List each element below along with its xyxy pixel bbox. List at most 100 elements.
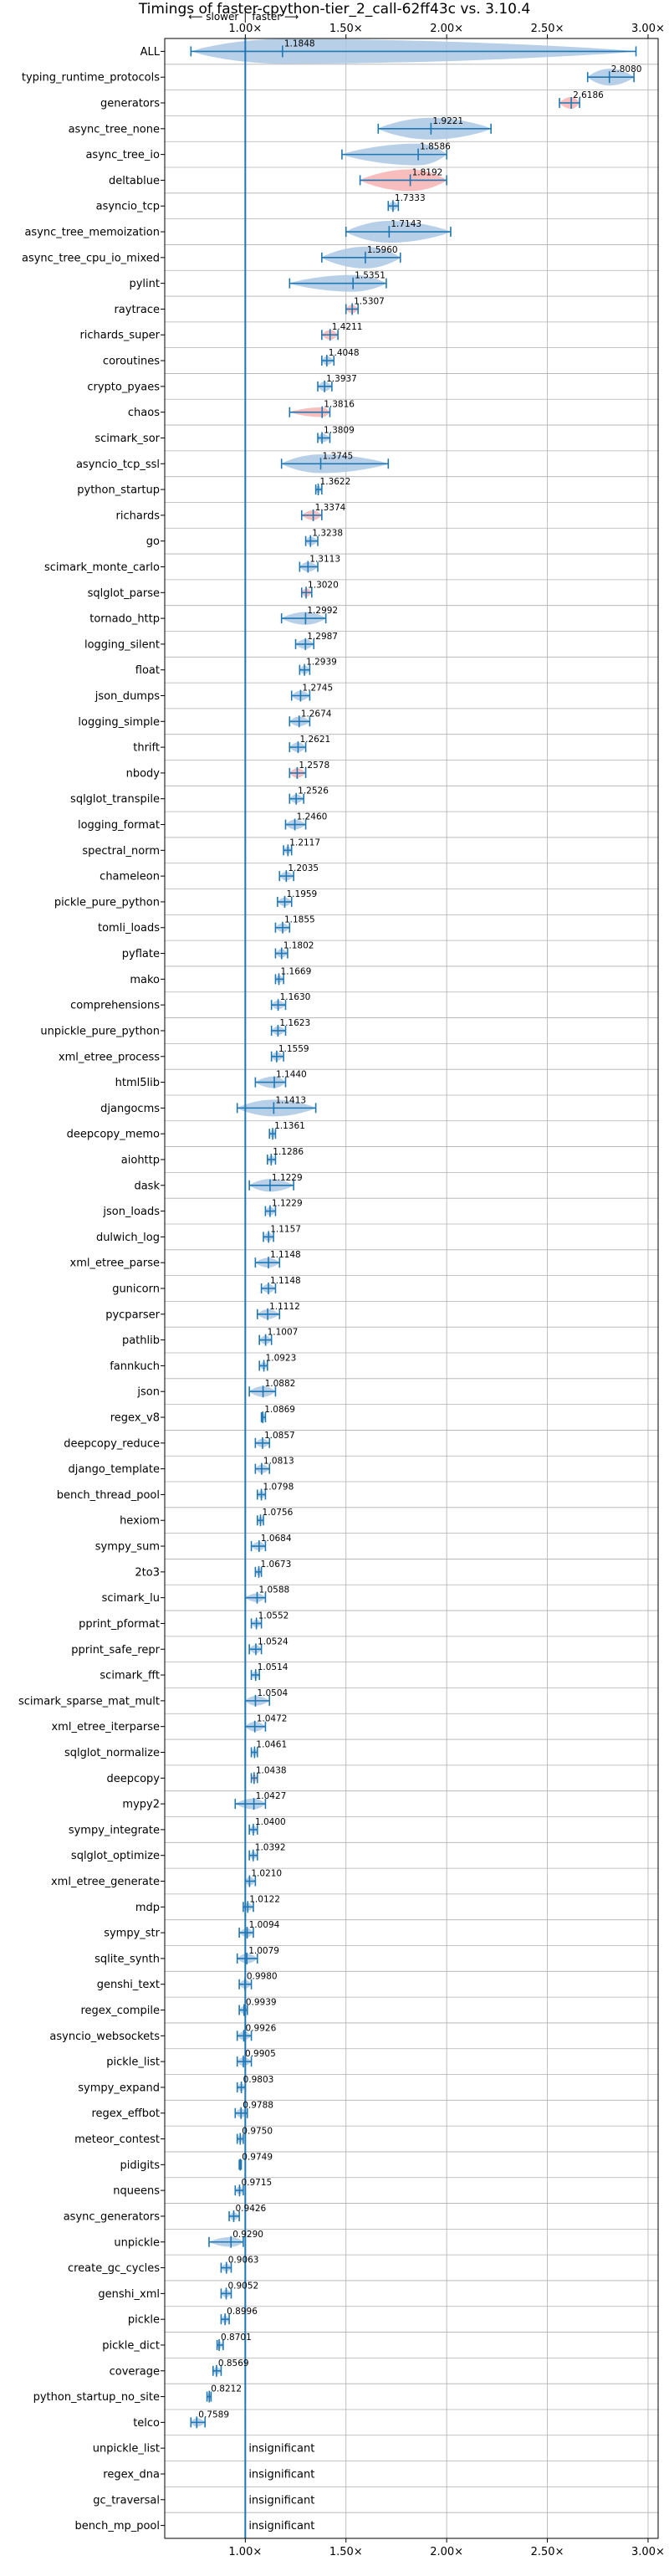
violin-layer	[191, 38, 636, 2427]
value-label: 1.0882	[265, 1379, 296, 1389]
benchmark-label: async_tree_memoization	[24, 227, 160, 239]
benchmark-label: deepcopy_memo	[67, 1129, 160, 1141]
insignificant-label: insignificant	[248, 2443, 314, 2456]
value-label: 1.0514	[258, 1662, 289, 1672]
value-label: 1.1559	[278, 1044, 309, 1054]
value-label: 1.2117	[289, 837, 320, 848]
benchmark-label: hexiom	[120, 1515, 160, 1528]
benchmark-label: unpickle	[114, 2236, 160, 2249]
value-label: 1.1229	[272, 1199, 303, 1209]
value-label: 1.1112	[269, 1302, 300, 1312]
value-label: 1.3020	[308, 580, 339, 590]
value-label: 1.1148	[270, 1250, 301, 1260]
benchmark-label: typing_runtime_protocols	[22, 72, 160, 85]
benchmark-label: scimark_sor	[94, 433, 160, 445]
benchmark-label: async_tree_cpu_io_mixed	[22, 252, 160, 264]
benchmark-label: pyflate	[122, 948, 160, 960]
value-label: 0.9749	[242, 2152, 273, 2162]
value-label: 1.0392	[255, 1843, 286, 1853]
value-label: 1.2035	[288, 863, 319, 873]
value-label: 1.1157	[270, 1224, 301, 1234]
value-label: 1.5307	[354, 296, 385, 306]
top-tick-label: 3.00×	[631, 23, 665, 35]
value-label: 1.3745	[323, 451, 354, 461]
benchmark-label: scimark_monte_carlo	[44, 561, 160, 574]
benchmark-label: xml_etree_parse	[70, 1257, 160, 1270]
benchmark-label: pickle	[128, 2314, 160, 2327]
value-label: 0.9052	[227, 2281, 258, 2291]
benchmark-label: genshi_text	[97, 1979, 160, 1991]
benchmark-label: spectral_norm	[82, 845, 160, 858]
value-label: 1.0400	[255, 1817, 286, 1827]
benchmark-label: pickle_dict	[102, 2339, 160, 2352]
value-label: 0.9980	[247, 1972, 278, 1982]
axis-layer: 1.00× 1.00× 1.50× 1.50× 2.00× 2.00× 2.50× 2.50×…	[161, 11, 665, 2558]
value-label: 1.4048	[329, 348, 360, 358]
value-label: 1.1630	[280, 992, 311, 1002]
benchmark-label: mako	[130, 974, 160, 986]
mark-layer	[190, 38, 637, 2538]
benchmark-label: xml_etree_process	[59, 1051, 160, 1063]
value-label: 1.0673	[261, 1559, 292, 1570]
benchmark-label: tomli_loads	[98, 922, 160, 935]
benchmark-label: raytrace	[114, 304, 160, 316]
chart-title: Timings of faster-cpython-tier_2_call-62…	[138, 1, 531, 18]
direction-separator: |	[243, 11, 247, 23]
benchmark-label: telco	[133, 2417, 160, 2430]
benchmark-label: pickle_list	[106, 2056, 160, 2069]
value-label: 1.1669	[281, 966, 312, 976]
benchmark-label: sqlglot_parse	[88, 587, 160, 600]
value-label: 0.8212	[211, 2384, 242, 2394]
value-label: 1.2621	[299, 735, 330, 745]
value-label: 0.8569	[218, 2358, 249, 2369]
benchmark-label: regex_dna	[103, 2468, 160, 2481]
value-label: 1.3809	[324, 425, 355, 435]
value-label: 1.1855	[284, 915, 315, 925]
benchmark-label: deltablue	[109, 175, 160, 187]
benchmark-label: coroutines	[103, 356, 160, 368]
benchmark-label: dask	[134, 1180, 160, 1192]
value-label: 2.6186	[573, 90, 604, 100]
value-label: 1.0813	[263, 1457, 294, 1467]
value-label: 1.1848	[284, 38, 315, 49]
benchmark-label: tornado_http	[89, 613, 160, 626]
benchmark-label: coverage	[110, 2365, 160, 2378]
label-layer: ALL 1.1848 typing_runtime_protocols 2.8080 g…	[18, 38, 641, 2532]
value-label: 0.8996	[227, 2307, 258, 2317]
benchmark-label: chaos	[128, 407, 160, 419]
benchmark-label: nbody	[126, 767, 161, 780]
value-label: 1.9221	[432, 116, 463, 126]
benchmark-label: go	[146, 535, 160, 548]
value-label: 1.1361	[274, 1121, 305, 1131]
benchmark-label: scimark_fft	[100, 1670, 160, 1682]
benchmark-label: djangocms	[100, 1103, 160, 1115]
benchmark-label: bench_thread_pool	[57, 1489, 160, 1502]
value-label: 1.4211	[332, 322, 363, 332]
benchmark-label: meteor_contest	[74, 2133, 160, 2146]
value-label: 1.3113	[309, 554, 340, 564]
benchmark-label: mypy2	[122, 1799, 160, 1811]
benchmark-label: sqlglot_optimize	[71, 1850, 160, 1862]
value-label: 0.9803	[243, 2075, 274, 2085]
benchmark-label: gunicorn	[112, 1283, 160, 1296]
benchmark-label: sqlglot_normalize	[64, 1747, 160, 1759]
value-label: 1.3937	[326, 374, 357, 384]
value-label: 1.0472	[257, 1714, 288, 1724]
value-label: 1.7143	[391, 219, 421, 229]
benchmark-label: ALL	[140, 46, 161, 59]
bottom-tick-label: 2.00×	[430, 2546, 463, 2558]
value-label: 1.2939	[306, 658, 337, 668]
benchmark-label: sympy_sum	[95, 1541, 160, 1554]
benchmark-label: chameleon	[100, 871, 160, 883]
value-label: 0.9715	[241, 2178, 272, 2188]
benchmark-label: generators	[100, 98, 160, 110]
benchmark-label: richards_super	[79, 330, 160, 342]
benchmark-label: pathlib	[122, 1334, 160, 1347]
value-label: 0.7589	[198, 2410, 229, 2420]
benchmark-label: scimark_lu	[102, 1592, 160, 1605]
benchmark-label: xml_etree_generate	[51, 1876, 160, 1888]
top-tick-label: 1.50×	[329, 23, 363, 35]
value-label: 1.3238	[312, 529, 343, 539]
benchmark-label: sympy_str	[104, 1928, 160, 1940]
